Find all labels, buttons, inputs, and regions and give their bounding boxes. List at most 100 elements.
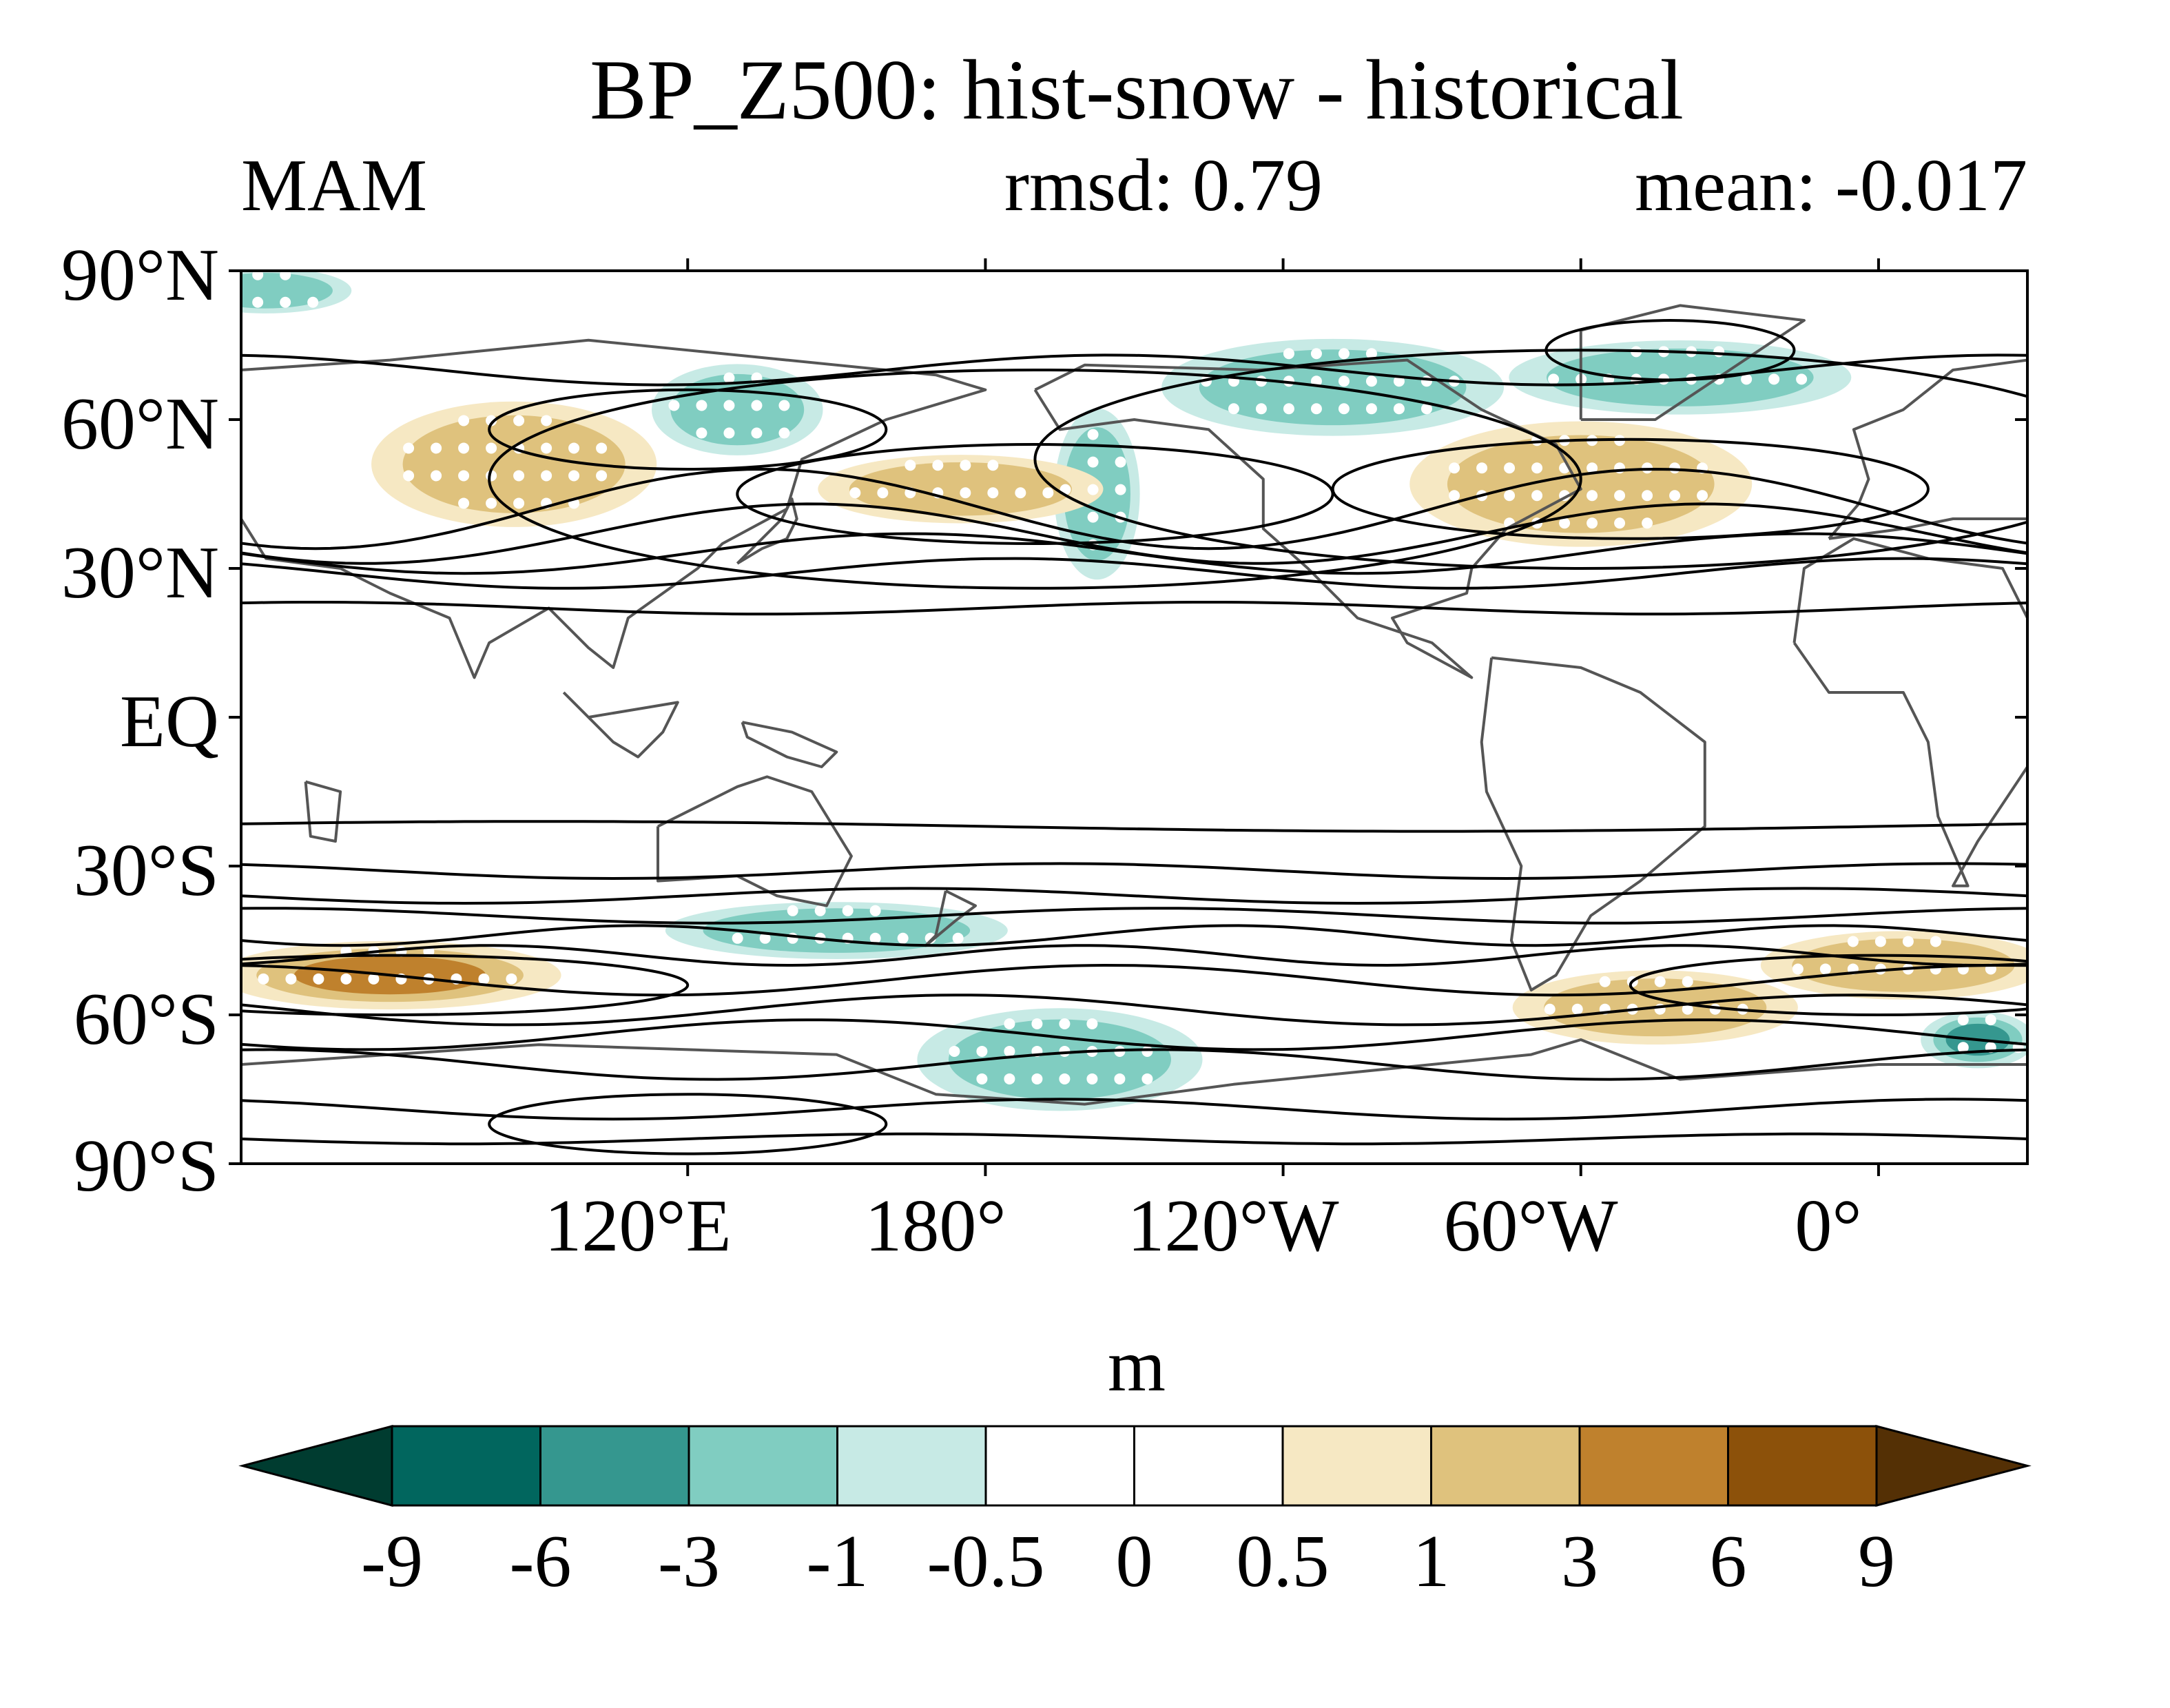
x-axis-labels: 120°E 180° 120°W 60°W 0° xyxy=(544,1185,1861,1267)
x-tick-label: 180° xyxy=(865,1185,1006,1267)
stipple-dot xyxy=(1985,1014,1996,1026)
stipple-dot xyxy=(1449,462,1460,474)
colorbar-boxes xyxy=(238,1425,2032,1507)
anomaly-blob xyxy=(1546,348,1814,407)
stipple-dot xyxy=(1587,517,1598,529)
stipple-dot xyxy=(1004,1018,1015,1029)
contour-line xyxy=(241,963,2027,997)
stipple-dot xyxy=(307,296,319,308)
y-tick-label: EQ xyxy=(120,681,219,763)
stipple-dot xyxy=(1338,403,1350,415)
map-panel xyxy=(229,258,2029,1176)
stipple-dot xyxy=(458,470,470,482)
stipple-dot xyxy=(1115,456,1126,468)
contour-line xyxy=(241,924,2027,947)
colorbar-tick-label: 0 xyxy=(1116,1521,1153,1603)
colorbar-tick-label: -1 xyxy=(807,1521,869,1603)
stipple-dot xyxy=(949,1045,960,1057)
stipple-dot xyxy=(252,271,264,280)
colorbar-tick-label: -9 xyxy=(361,1521,423,1603)
stipple-dot xyxy=(486,497,497,509)
colorbar-box xyxy=(836,1425,987,1507)
colorbar-unit: m xyxy=(1108,1325,1166,1407)
coastline xyxy=(241,338,987,679)
stipple-dot xyxy=(1338,375,1350,387)
stipple-dot xyxy=(1283,348,1294,360)
contour-line xyxy=(241,601,2027,616)
stipple-dot xyxy=(1115,484,1126,495)
stipple-dot xyxy=(280,296,291,308)
season-label: MAM xyxy=(241,145,427,227)
contour-line xyxy=(241,467,2027,551)
colorbar-extend-high xyxy=(1875,1425,2032,1507)
y-tick-label: 90°N xyxy=(61,234,219,316)
stipple-dot xyxy=(1930,936,1941,947)
stipple-dot xyxy=(568,470,580,482)
x-tick-label: 120°E xyxy=(544,1185,731,1267)
stipple-dot xyxy=(1420,403,1432,415)
stipple-dot xyxy=(596,442,608,454)
stipple-dot xyxy=(1796,373,1808,385)
x-tick-label: 60°W xyxy=(1443,1185,1618,1267)
stipple-dot xyxy=(1599,976,1611,987)
stipple-dot xyxy=(513,497,525,509)
stipple-dot xyxy=(987,487,999,499)
stipple-dot xyxy=(313,973,324,985)
stipple-dot xyxy=(1255,403,1267,415)
stipple-dot xyxy=(869,932,881,944)
stipple-dot xyxy=(1365,348,1377,360)
stipple-dot xyxy=(1141,1073,1153,1084)
contour-line xyxy=(1033,349,2027,570)
stipple-dot xyxy=(897,932,909,944)
stipple-dot xyxy=(987,460,999,471)
colorbar-box xyxy=(391,1425,541,1507)
colorbar-tick-label: -3 xyxy=(658,1521,720,1603)
colorbar-tick-label: 3 xyxy=(1561,1521,1598,1603)
colorbar-labels: -9 -6 -3 -1 -0.5 0 0.5 1 3 6 9 xyxy=(361,1521,1895,1603)
mean-label: mean: -0.017 xyxy=(1635,145,2027,227)
stipple-dot xyxy=(1031,1018,1043,1029)
stipple-dot xyxy=(668,400,680,411)
colorbar-tick-label: 0.5 xyxy=(1237,1521,1330,1603)
stipple-dot xyxy=(696,427,707,439)
stipple-dot xyxy=(506,973,517,985)
stipple-dot xyxy=(1031,1073,1043,1084)
stipple-dot xyxy=(778,400,790,411)
stipple-dot xyxy=(877,487,889,499)
stipple-dot xyxy=(541,415,552,426)
colorbar-box xyxy=(984,1425,1135,1507)
stipple-dot xyxy=(1059,1073,1071,1084)
stipple-dot xyxy=(1087,511,1099,523)
colorbar-tick-label: 9 xyxy=(1858,1521,1895,1603)
stipple-dot xyxy=(1654,976,1666,987)
stipple-dot xyxy=(952,932,964,944)
stipple-dot xyxy=(1531,490,1543,502)
stipple-dot xyxy=(932,460,944,471)
contour-line xyxy=(488,369,1582,590)
stipple-dot xyxy=(960,487,971,499)
stipple-dot xyxy=(1504,490,1516,502)
stipple-dot xyxy=(696,400,707,411)
stipple-dot xyxy=(842,905,854,916)
stipple-dot xyxy=(1682,1003,1693,1015)
contour-line xyxy=(241,557,2027,590)
stipple-dot xyxy=(1086,1073,1098,1084)
stipple-dot xyxy=(340,973,352,985)
contour-line xyxy=(1629,954,2027,1016)
stipple-dot xyxy=(1476,462,1488,474)
stipple-dot xyxy=(1365,403,1377,415)
stipple-dot xyxy=(1114,1073,1126,1084)
stipple-dot xyxy=(1559,517,1571,529)
coastline xyxy=(1828,358,2027,540)
stipple-dot xyxy=(1544,1003,1556,1015)
colorbar-box xyxy=(1133,1425,1284,1507)
coastline xyxy=(241,1038,2027,1164)
stipple-dot xyxy=(1957,1014,1969,1026)
stipple-dot xyxy=(1141,1045,1153,1057)
stipple-dot xyxy=(1587,462,1598,474)
contour-line xyxy=(488,388,888,471)
contour-line xyxy=(241,1048,2027,1081)
stipple-dot xyxy=(1393,403,1405,415)
coastline xyxy=(741,721,838,768)
